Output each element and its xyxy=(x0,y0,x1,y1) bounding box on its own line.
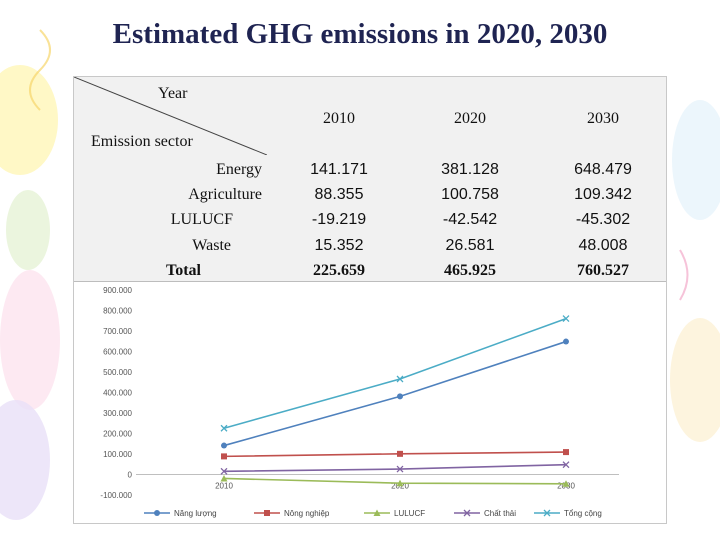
header-year-label: Year xyxy=(158,85,188,102)
y-tick-label: 300.000 xyxy=(103,409,132,418)
series-point xyxy=(562,480,570,487)
cell-waste-2010: 15.352 xyxy=(314,237,364,254)
y-tick-label: 700.000 xyxy=(103,327,132,336)
series-point xyxy=(563,338,569,345)
col-header-2020: 2020 xyxy=(454,110,486,127)
y-tick-label: 200.000 xyxy=(103,430,132,439)
cell-total-2010: 225.659 xyxy=(313,262,365,279)
cell-energy-2020: 381.128 xyxy=(441,161,499,178)
x-tick-label: 2010 xyxy=(215,482,233,491)
series-point xyxy=(220,424,228,432)
y-tick-label: 0 xyxy=(128,471,133,480)
y-tick-label: 900.000 xyxy=(103,286,132,295)
y-tick-label: -100.000 xyxy=(100,491,132,500)
col-header-2030: 2030 xyxy=(587,110,619,127)
cell-energy-2010: 141.171 xyxy=(310,161,368,178)
series-point xyxy=(562,315,570,323)
series-point xyxy=(221,453,227,460)
series-point xyxy=(220,467,228,475)
emissions-line-chart: -100.000 0 100.000 200.000 300.000 400.000 500… xyxy=(100,286,619,518)
series-line xyxy=(223,451,567,458)
emissions-table: Year Emission sector 2010 2020 2030 Ener… xyxy=(74,77,666,282)
y-tick-label: 800.000 xyxy=(103,307,132,316)
row-label-lulucf: LULUCF xyxy=(170,211,233,228)
legend-label: LULUCF xyxy=(394,509,425,518)
cell-lulucf-2030: -45.302 xyxy=(575,211,631,228)
series-point xyxy=(396,375,404,383)
content-panel: Year Emission sector 2010 2020 2030 Ener… xyxy=(73,76,667,524)
page-title: Estimated GHG emissions in 2020, 2030 xyxy=(112,18,608,50)
cell-waste-2020: 26.581 xyxy=(445,237,495,254)
cell-agriculture-2020: 100.758 xyxy=(441,186,499,203)
cell-waste-2030: 48.008 xyxy=(578,237,628,254)
legend-label: Nông nghiệp xyxy=(284,509,330,518)
y-tick-label: 500.000 xyxy=(103,368,132,377)
col-header-2010: 2010 xyxy=(323,110,355,127)
series-point xyxy=(220,474,228,482)
series-point xyxy=(397,450,403,457)
series-point xyxy=(397,393,403,400)
series-line xyxy=(223,317,567,430)
row-label-agriculture: Agriculture xyxy=(188,186,262,203)
cell-total-2030: 760.527 xyxy=(577,262,629,279)
row-label-energy: Energy xyxy=(216,161,262,178)
series-line xyxy=(223,340,567,447)
row-label-total: Total xyxy=(166,262,201,279)
cell-total-2020: 465.925 xyxy=(444,262,496,279)
cell-energy-2030: 648.479 xyxy=(574,161,632,178)
cell-agriculture-2010: 88.355 xyxy=(314,186,364,203)
series-point xyxy=(396,465,404,473)
cell-lulucf-2020: -42.542 xyxy=(442,211,498,228)
series-point xyxy=(154,510,160,516)
header-diagonal-divider xyxy=(74,77,267,155)
series-point xyxy=(562,461,570,469)
legend-label: Năng lượng xyxy=(174,509,217,518)
series-line xyxy=(223,463,567,473)
row-label-waste: Waste xyxy=(192,237,231,254)
series-point xyxy=(563,449,569,456)
header-sector-label: Emission sector xyxy=(91,133,193,150)
series-point xyxy=(264,510,270,516)
y-tick-label: 100.000 xyxy=(103,450,132,459)
legend-label: Chất thải xyxy=(484,509,516,518)
series-point xyxy=(543,509,551,517)
series-point xyxy=(373,509,381,516)
cell-agriculture-2030: 109.342 xyxy=(574,186,632,203)
series-point xyxy=(396,479,404,487)
y-tick-label: 600.000 xyxy=(103,348,132,357)
series-point xyxy=(463,509,471,517)
series-point xyxy=(221,442,227,449)
cell-lulucf-2010: -19.219 xyxy=(311,211,367,228)
y-tick-label: 400.000 xyxy=(103,389,132,398)
legend-label: Tổng cộng xyxy=(564,509,602,518)
